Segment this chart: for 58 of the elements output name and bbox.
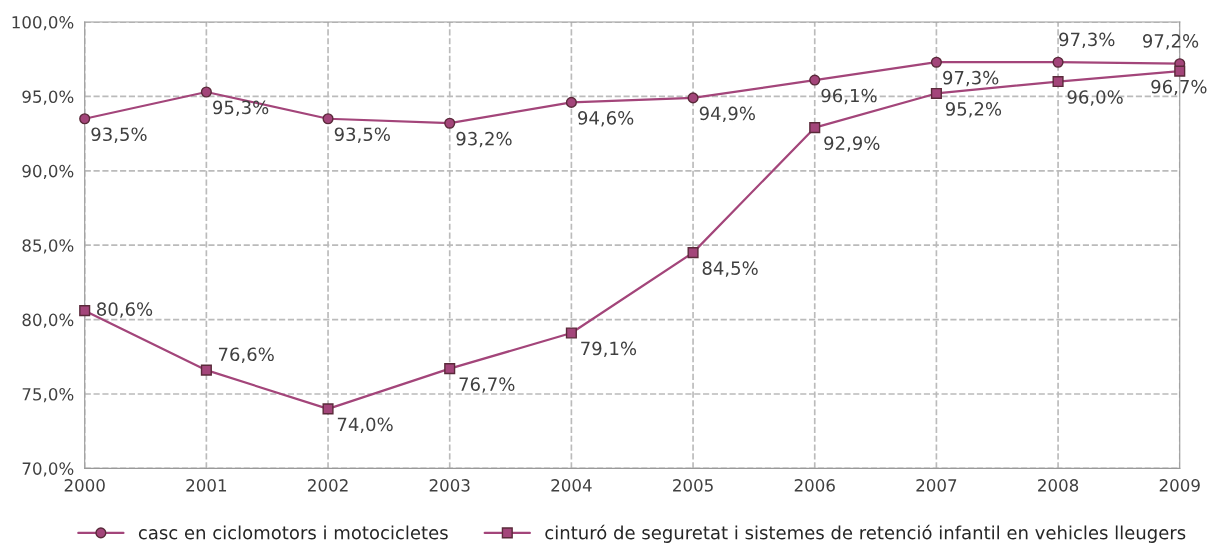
data-label: 80,6%	[97, 302, 153, 318]
point	[930, 56, 942, 68]
x-tick-label: 2008	[1038, 479, 1079, 492]
point	[809, 122, 821, 134]
x-tick-label: 2003	[429, 479, 470, 492]
data-label: 96,0%	[1067, 90, 1123, 106]
point	[322, 403, 334, 415]
data-label: 96,7%	[1151, 79, 1207, 96]
x-tick-label: 2006	[794, 479, 835, 492]
x-tick-label: 2000	[64, 479, 105, 492]
data-label: 93,5%	[334, 127, 390, 143]
point	[809, 74, 821, 86]
point	[444, 363, 456, 375]
data-label: 95,2%	[945, 102, 1002, 118]
point	[79, 113, 91, 125]
point	[1052, 75, 1064, 88]
point	[930, 87, 942, 100]
x-tick-label: 2005	[673, 479, 713, 492]
y-tick-label: 100,0%	[12, 16, 74, 31]
x-tick-label: 2009	[1159, 479, 1200, 492]
data-label: 76,7%	[459, 377, 515, 393]
data-label: 97,3%	[1059, 32, 1115, 49]
data-label: 94,6%	[578, 111, 634, 127]
data-label: 95,3%	[213, 100, 269, 117]
x-tick-label: 2004	[551, 479, 592, 492]
data-label: 92,9%	[824, 136, 880, 152]
y-tick-label: 70,0%	[22, 462, 74, 477]
legend-label: cinturó de seguretat i sistemes de retenció infantil en vehicles lleugers	[545, 524, 1186, 543]
point	[79, 305, 91, 317]
y-tick-label: 95,0%	[22, 90, 74, 105]
point	[200, 86, 212, 98]
data-label: 74,0%	[337, 417, 393, 433]
data-label: 79,1%	[581, 341, 637, 358]
y-tick-label: 85,0%	[22, 239, 74, 254]
data-label: 93,5%	[91, 127, 147, 143]
point	[687, 247, 699, 259]
point	[565, 96, 577, 108]
point	[200, 364, 212, 376]
data-label: 94,9%	[699, 106, 755, 123]
x-tick-label: 2007	[916, 479, 957, 492]
y-tick-label: 75,0%	[22, 387, 74, 403]
legend-label: casc en ciclomotors i motocicletes	[138, 525, 448, 540]
point	[322, 113, 334, 125]
point	[1052, 56, 1064, 68]
data-label: 97,2%	[1142, 34, 1199, 50]
point	[565, 327, 577, 339]
x-tick-label: 2002	[308, 479, 348, 492]
data-label: 76,6%	[218, 347, 274, 363]
data-label: 93,2%	[456, 131, 512, 148]
y-tick-label: 90,0%	[22, 164, 74, 180]
point	[687, 92, 699, 104]
data-label: 84,5%	[702, 261, 758, 277]
point	[444, 117, 456, 129]
y-tick-label: 80,0%	[22, 313, 74, 328]
data-label: 96,1%	[821, 88, 877, 105]
point	[1174, 65, 1186, 77]
x-tick-label: 2001	[186, 479, 227, 492]
data-label: 97,3%	[943, 70, 999, 87]
